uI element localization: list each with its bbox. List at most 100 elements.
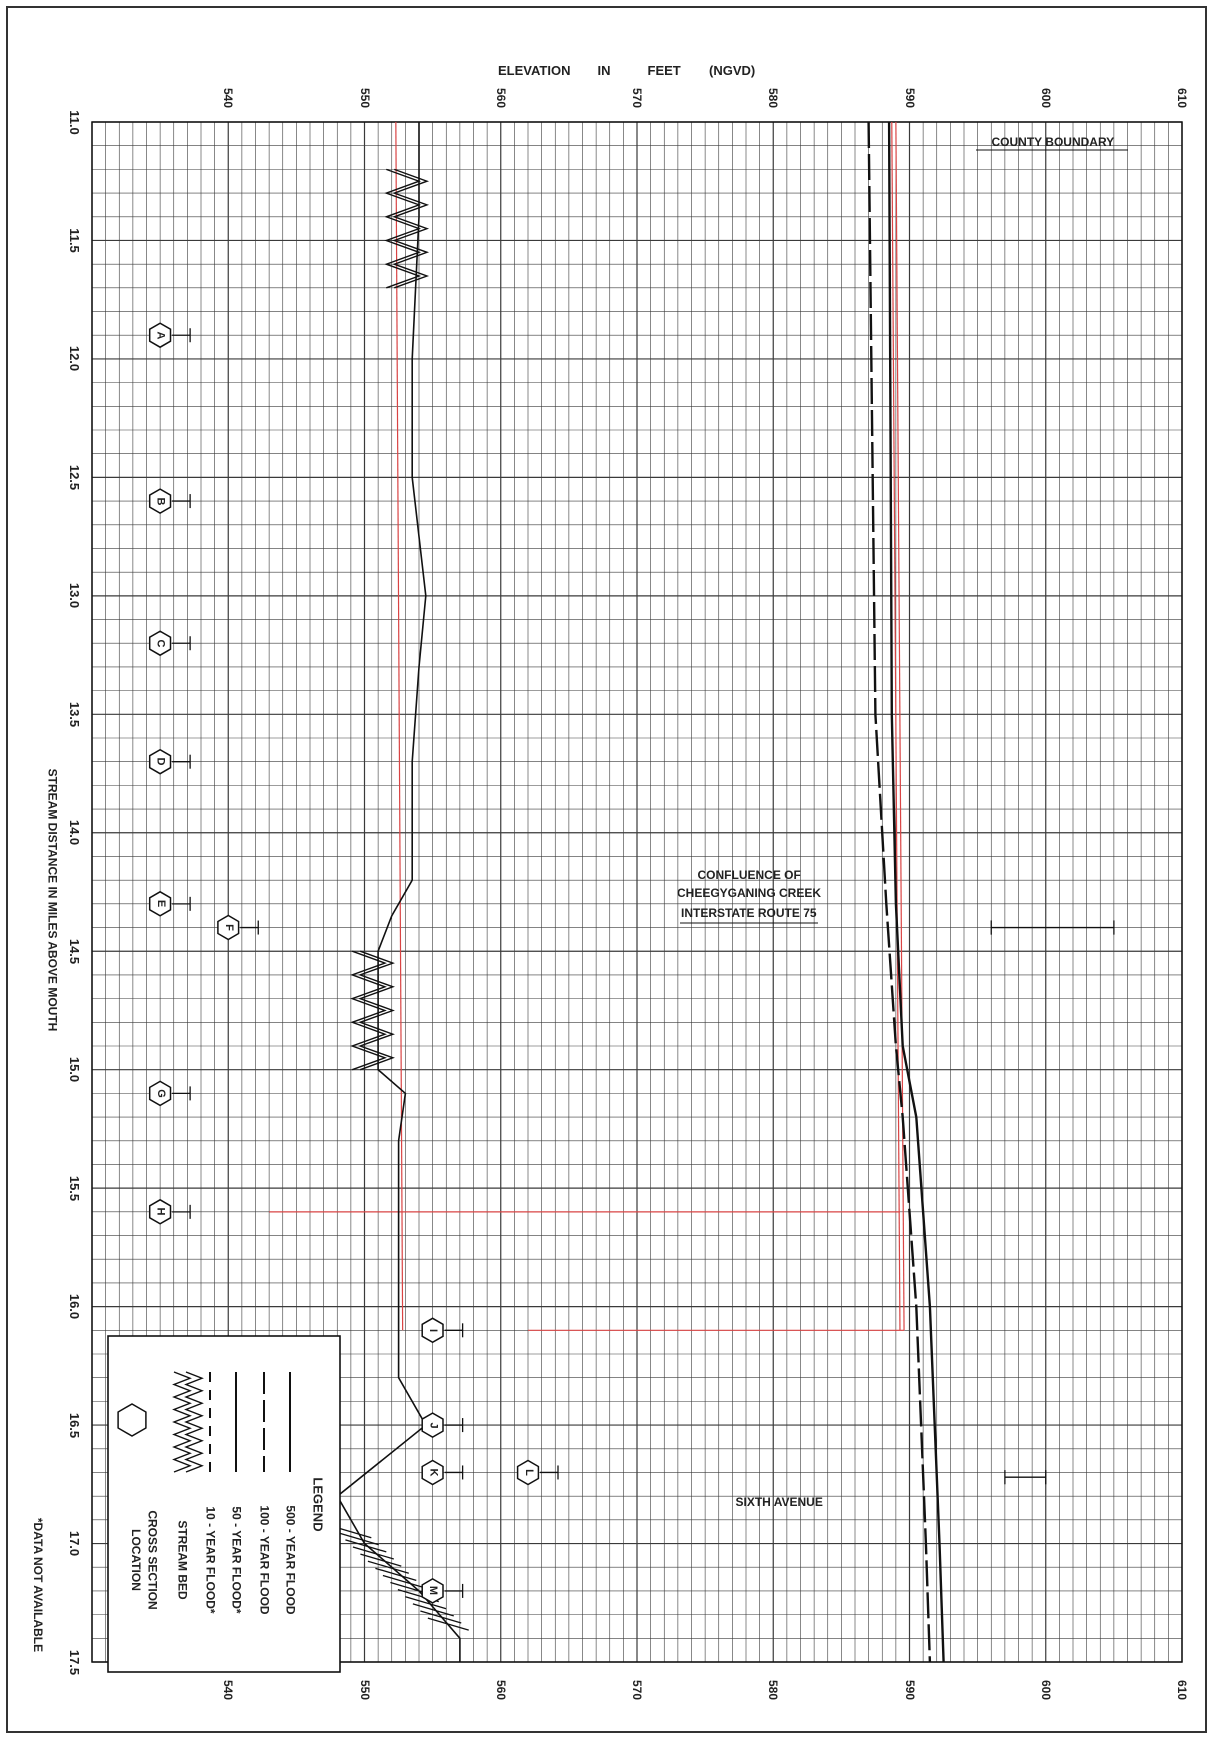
elevation-tick-label-bottom: 590: [902, 1679, 917, 1701]
stream-bed-hatch: [427, 1617, 469, 1631]
annotation-county-boundary: COUNTY BOUNDARY: [991, 135, 1115, 149]
cross-section-label: M: [427, 1586, 440, 1596]
legend-location-label: LOCATION: [128, 1529, 143, 1591]
legend-100-year-label: 100 - YEAR FLOOD: [257, 1505, 272, 1615]
stream-bed-hatch: [420, 1610, 462, 1624]
elevation-tick-label-top: 570: [630, 87, 645, 109]
cross-section-label: C: [154, 639, 167, 648]
elevation-tick-label-bottom: 560: [493, 1679, 508, 1701]
elevation-axis-label-part: (NGVD): [709, 62, 756, 78]
distance-tick-label: 17.0: [66, 1530, 82, 1557]
cross-section-marker: [148, 890, 172, 917]
cross-section-label: F: [222, 924, 235, 931]
legend-cross-section-label: CROSS SECTION: [145, 1510, 160, 1610]
annotation-interstate-route: INTERSTATE ROUTE 75: [681, 906, 817, 920]
elevation-tick-label-top: 580: [766, 87, 781, 109]
elevation-tick-label-top: 600: [1038, 87, 1053, 109]
cross-section-marker: [421, 1459, 444, 1486]
elevation-tick-label-bottom: 550: [357, 1679, 372, 1701]
cross-section-marker: [421, 1317, 444, 1344]
cross-section-label: B: [154, 497, 167, 506]
annotation-sixth-avenue: SIXTH AVENUE: [735, 1495, 823, 1509]
cross-section-label: L: [522, 1469, 535, 1476]
elevation-tick-label-bottom: 540: [221, 1679, 236, 1701]
distance-tick-label: 14.5: [66, 938, 82, 964]
elevation-tick-label-top: 540: [221, 87, 236, 109]
elevation-tick-label-bottom: 610: [1175, 1679, 1190, 1701]
legend-title: LEGEND: [310, 1476, 326, 1532]
legend-500-year-label: 500 - YEAR FLOOD: [283, 1505, 298, 1615]
distance-tick-label: 16.5: [66, 1412, 82, 1438]
cross-section-marker: [421, 1578, 444, 1604]
elevation-tick-label-top: 590: [902, 87, 917, 109]
stream-bed-hatch: [352, 1546, 394, 1560]
legend-50-year-label: 50 - YEAR FLOOD*: [229, 1506, 244, 1614]
cross-section-label: I: [427, 1328, 440, 1332]
legend-stream-bed-label: STREAM BED: [175, 1520, 190, 1600]
plot-border: [91, 121, 1183, 1663]
legend-10-year-label: 10 - YEAR FLOOD*: [203, 1506, 218, 1614]
elevation-axis-label-part: FEET: [647, 62, 681, 78]
distance-axis-label: STREAM DISTANCE IN MILES ABOVE MOUTH: [44, 768, 59, 1032]
distance-tick-label: 15.5: [66, 1175, 82, 1201]
series-line-1: [867, 121, 932, 1663]
series-line-0: [887, 121, 945, 1663]
stream-bed-hatch: [360, 1553, 402, 1567]
cross-section-marker: [148, 1198, 172, 1225]
cross-section-marker: [148, 630, 172, 657]
stream-bed-hatch: [412, 1603, 454, 1617]
legend-stream-bed-swatch: [172, 1371, 192, 1473]
cross-section-label: J: [427, 1422, 440, 1429]
elevation-tick-label-bottom: 600: [1038, 1679, 1053, 1701]
stream-bed-hatch: [384, 168, 422, 289]
elevation-tick-label-bottom: 580: [766, 1679, 781, 1701]
stream-bed-hatch: [375, 1567, 417, 1581]
annotation-confluence-of: CONFLUENCE OF: [697, 868, 801, 882]
elevation-tick-label-top: 560: [493, 87, 508, 109]
cross-section-label: A: [154, 331, 167, 340]
distance-tick-label: 17.5: [66, 1649, 82, 1675]
distance-tick-label: 16.0: [66, 1293, 82, 1320]
footnote: *DATA NOT AVAILABLE: [31, 1517, 46, 1653]
distance-tick-label: 13.0: [66, 583, 82, 609]
elevation-tick-label-top: 550: [357, 87, 372, 109]
cross-section-label: E: [154, 900, 167, 908]
cross-section-marker: [421, 1412, 444, 1438]
distance-tick-label: 12.5: [66, 464, 82, 491]
stream-bed-hatch: [405, 1596, 447, 1610]
cross-section-label: D: [154, 757, 167, 766]
distance-tick-label: 13.5: [66, 701, 82, 727]
stream-bed-hatch: [345, 1539, 387, 1553]
stream-bed-hatch: [392, 168, 430, 289]
legend-stream-bed-swatch: [184, 1371, 204, 1473]
red-reference-line: [395, 121, 404, 1331]
cross-section-label: H: [154, 1207, 167, 1216]
cross-section-marker: [148, 488, 172, 514]
cross-section-marker: [148, 1080, 172, 1107]
distance-tick-label: 15.0: [66, 1057, 82, 1083]
red-reference-line: [895, 121, 905, 1331]
stream-bed-hatch: [350, 950, 387, 1071]
cross-section-label: K: [427, 1468, 440, 1477]
cross-section-marker: [217, 914, 240, 941]
stream-bed-hatch: [337, 1532, 379, 1546]
elevation-tick-label-top: 610: [1175, 87, 1190, 109]
legend-cross-section-swatch: [117, 1403, 147, 1437]
annotation-creek-name: CHEEGYGANING CREEK: [677, 886, 822, 900]
series-line-4: [336, 122, 461, 1662]
legend-box: [107, 1335, 341, 1673]
cross-section-marker: [148, 322, 172, 349]
chart-frame: [6, 6, 1207, 1733]
stream-bed-hatch: [358, 950, 395, 1071]
red-reference-line: [891, 121, 901, 1331]
distance-tick-label: 14.0: [66, 820, 82, 846]
cross-section-marker: [516, 1459, 540, 1486]
elevation-tick-label-bottom: 570: [630, 1679, 645, 1701]
cross-section-label: G: [154, 1089, 167, 1098]
grid: [91, 121, 1183, 1663]
distance-tick-label: 12.0: [66, 346, 82, 372]
cross-section-marker: [148, 748, 172, 775]
distance-tick-label: 11.0: [66, 109, 82, 135]
elevation-axis-label-part: IN: [597, 62, 611, 78]
